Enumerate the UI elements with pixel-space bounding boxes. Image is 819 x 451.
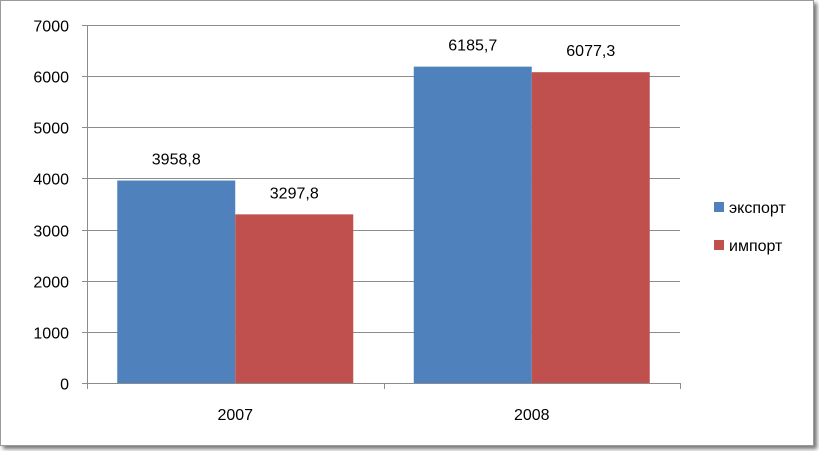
data-label: 3297,8 [270,185,319,202]
legend-label: импорт [729,238,783,255]
y-tick-label: 3000 [33,224,69,241]
y-tick-label: 5000 [33,121,69,138]
legend-swatch-экспорт [714,202,724,212]
y-tick-label: 1000 [33,326,69,343]
bar-импорт-2008 [531,72,650,383]
y-tick-label: 6000 [33,70,69,87]
y-tick-label: 4000 [33,172,69,189]
data-labels: 3958,8 3297,8 6185,7 6077,3 [152,38,616,203]
bar-экспорт-2008 [413,66,532,383]
data-label: 3958,8 [152,152,201,169]
data-label: 6077,3 [566,43,615,60]
data-label: 6185,7 [448,38,497,55]
legend: экспорт импорт [714,200,786,255]
y-tick-label: 2000 [33,275,69,292]
y-tick-label: 0 [60,377,69,394]
x-tick-label: 2007 [217,407,253,424]
y-tick-label: 7000 [33,19,69,36]
x-tick-label: 2008 [514,407,550,424]
bars [117,66,650,383]
legend-label: экспорт [729,200,786,217]
bar-экспорт-2007 [117,180,236,383]
axes: 0 1000 2000 3000 4000 5000 6000 7000 2007 2008 [33,19,681,424]
bar-импорт-2007 [235,214,354,383]
legend-swatch-импорт [714,240,724,250]
